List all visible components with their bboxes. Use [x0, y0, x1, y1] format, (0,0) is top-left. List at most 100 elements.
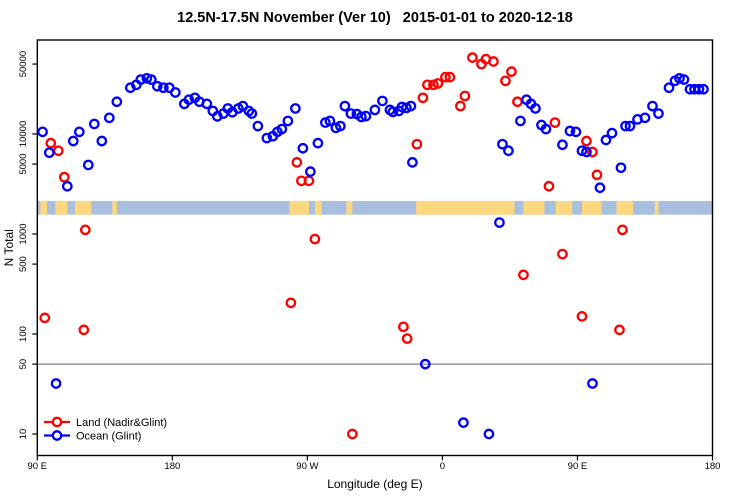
ocean-point — [581, 146, 592, 158]
y-tick-label: 10000 — [18, 121, 29, 147]
y-tick-label: 50 — [18, 359, 29, 370]
y-tick-label: 5000 — [18, 154, 29, 175]
x-tick-label: 180 — [164, 461, 180, 472]
ocean-point — [570, 126, 582, 138]
map-band-land-patch — [112, 200, 117, 215]
land-point — [459, 90, 471, 102]
ocean-point — [639, 112, 651, 124]
ocean-point — [73, 126, 85, 138]
legend-marker-ocean — [51, 430, 63, 441]
ocean-point — [96, 135, 108, 147]
map-band-ocean — [37, 200, 713, 215]
land-point — [518, 269, 529, 281]
land-point — [398, 321, 409, 333]
x-tick-label: 90 E — [568, 461, 588, 472]
land-point — [576, 311, 588, 322]
map-band-land-patch — [581, 200, 602, 215]
ocean-point — [261, 132, 273, 144]
ocean-point — [615, 162, 627, 174]
ocean-point — [103, 112, 115, 124]
y-tick-label: 50000 — [18, 51, 29, 77]
ocean-point — [356, 111, 367, 123]
map-band-land-patch — [74, 200, 92, 215]
ocean-point — [135, 74, 147, 85]
land-point — [614, 324, 625, 336]
land-point — [543, 180, 555, 192]
ocean-point — [345, 108, 357, 119]
y-tick-label: 10 — [18, 429, 29, 440]
ocean-point — [183, 94, 195, 106]
ocean-point — [515, 115, 526, 127]
ocean-point — [530, 103, 541, 114]
land-point — [78, 324, 90, 336]
ocean-point — [494, 217, 505, 228]
ocean-point — [37, 126, 48, 138]
ocean-point — [620, 120, 631, 132]
legend-marker-land — [51, 416, 63, 428]
land-point — [440, 71, 451, 83]
y-tick-label: 1000 — [18, 223, 29, 244]
land-point — [432, 78, 444, 89]
y-tick-label: 500 — [18, 256, 29, 272]
ocean-point — [312, 137, 324, 149]
ocean-point — [339, 100, 351, 112]
x-tick-label: 180 — [705, 461, 721, 472]
ocean-point — [678, 74, 690, 85]
ocean-point — [600, 134, 612, 146]
ocean-point — [43, 147, 55, 159]
ocean-point — [297, 142, 309, 154]
ocean-point — [387, 106, 399, 118]
land-point — [591, 169, 603, 181]
land-point — [417, 92, 429, 104]
chart-title: 12.5N-17.5N November (Ver 10) 2015-01-01… — [177, 10, 573, 26]
land-point — [291, 157, 303, 168]
ocean-point — [252, 120, 264, 132]
ocean-point — [305, 166, 316, 178]
ocean-point — [647, 100, 658, 112]
ocean-point — [88, 118, 100, 130]
ocean-point — [564, 125, 576, 137]
land-point — [422, 79, 433, 91]
ocean-point — [67, 135, 79, 147]
land-point — [401, 333, 413, 344]
land-point — [444, 71, 456, 83]
land-point — [581, 135, 592, 147]
map-band-land-patch — [523, 200, 545, 215]
land-point — [512, 96, 523, 108]
legend-label-land: Land (Nadir&Glint) — [76, 417, 167, 429]
ocean-point — [377, 95, 388, 107]
ocean-point — [693, 83, 705, 95]
y-axis-title: N Total — [2, 229, 16, 266]
ocean-point — [335, 120, 346, 132]
land-point — [506, 66, 517, 77]
map-band-land-patch — [555, 200, 573, 215]
x-tick-label: 0 — [440, 461, 445, 472]
x-tick-label: 90 W — [296, 461, 318, 472]
ocean-point — [606, 127, 618, 139]
ocean-point — [290, 103, 301, 114]
ocean-point — [587, 378, 598, 389]
land-point — [45, 137, 57, 149]
ocean-point — [624, 120, 636, 132]
ocean-point — [246, 108, 258, 119]
land-point — [549, 117, 561, 128]
ocean-point — [419, 358, 431, 370]
ocean-point — [483, 428, 495, 440]
ocean-point — [503, 145, 514, 157]
ocean-point — [360, 110, 372, 122]
ocean-point — [557, 139, 568, 151]
ocean-point — [157, 82, 169, 94]
x-axis-title: Longitude (deg E) — [327, 477, 422, 491]
land-point — [557, 248, 568, 260]
ocean-point — [458, 417, 469, 428]
ocean-point — [276, 123, 288, 135]
land-point — [587, 146, 598, 158]
ocean-point — [61, 180, 73, 192]
plot-frame — [36, 39, 714, 457]
land-point — [488, 56, 499, 67]
land-point — [467, 52, 478, 63]
map-band-land-patch — [616, 200, 633, 215]
land-point — [58, 171, 70, 183]
ocean-point — [151, 80, 163, 92]
